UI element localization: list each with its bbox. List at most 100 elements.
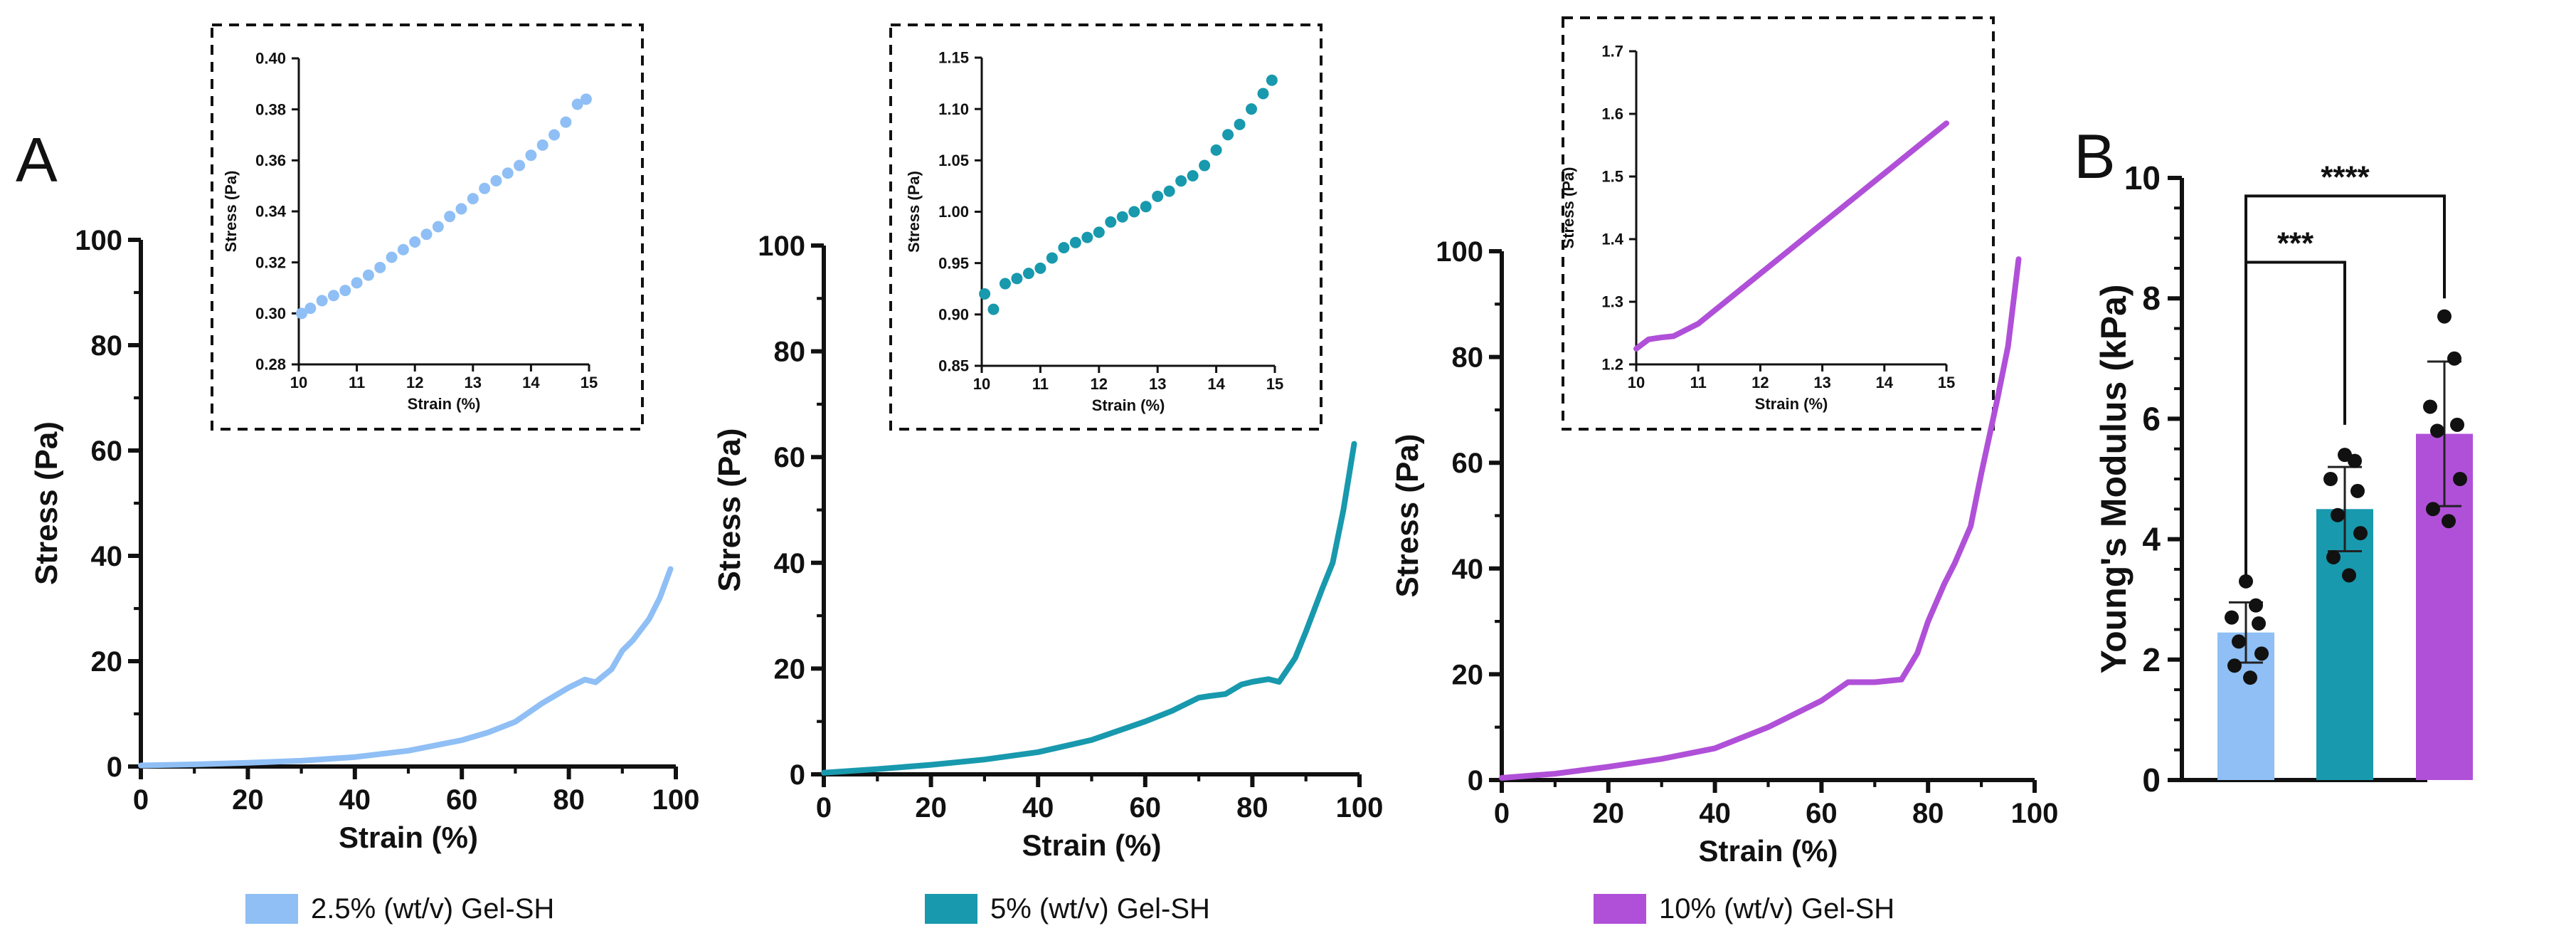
main25-series-line — [138, 566, 674, 769]
y-tick-label: 1.10 — [938, 100, 969, 118]
y-tick-label: 60 — [1452, 448, 1484, 479]
legend-item: 2.5% (wt/v) Gel-SH — [245, 893, 554, 925]
y-tick-label: 0.85 — [938, 357, 969, 375]
legend-label: 2.5% (wt/v) Gel-SH — [311, 893, 554, 925]
y-tick-label: 8 — [2142, 280, 2161, 317]
legend-swatch — [245, 894, 298, 924]
y-tick-label: 0 — [2142, 762, 2161, 799]
x-tick-label: 60 — [1806, 798, 1838, 829]
inset5-data-point — [1246, 103, 1258, 115]
panel-label-a: A — [16, 125, 58, 195]
x-tick-label: 80 — [553, 784, 585, 816]
y-tick-label: 6 — [2142, 400, 2161, 437]
replicate-point — [2342, 568, 2356, 583]
inset25-data-point — [525, 149, 537, 162]
x-tick-label: 100 — [1336, 792, 1384, 823]
x-tick-label: 10 — [973, 375, 990, 393]
inset10-series-line — [1633, 120, 1949, 352]
inset5-data-point — [1116, 211, 1128, 223]
legend-label: 10% (wt/v) Gel-SH — [1659, 893, 1894, 925]
inset5-data-point — [1163, 185, 1175, 197]
y-tick-label: 1.3 — [1601, 293, 1623, 311]
inset5-data-point — [999, 278, 1011, 290]
inset25-data-point — [490, 175, 502, 186]
inset5-data-point — [1199, 159, 1211, 172]
inset25-data-point — [479, 182, 491, 194]
replicate-point — [2348, 453, 2362, 468]
x-tick-label: 12 — [1091, 375, 1108, 393]
y-axis-label: Stress (Pa) — [905, 171, 923, 253]
replicate-point — [2423, 399, 2437, 414]
replicate-point — [2225, 610, 2239, 625]
inset25-data-point — [514, 159, 526, 172]
x-axis-label: Strain (%) — [408, 395, 481, 413]
y-tick-label: 80 — [1452, 342, 1484, 374]
inset5-data-point — [1257, 88, 1269, 100]
bar — [2316, 509, 2373, 780]
replicate-point — [2254, 646, 2269, 661]
x-tick-label: 60 — [1130, 792, 1162, 823]
x-tick-label: 40 — [1022, 792, 1054, 823]
main10-series-line — [1499, 256, 2022, 781]
y-tick-label: 0.28 — [255, 356, 286, 374]
replicate-point — [2326, 549, 2341, 564]
inset5-data-point — [1058, 242, 1070, 254]
y-tick-label: 40 — [91, 541, 123, 572]
inset5-data-point — [1266, 74, 1278, 86]
x-tick-label: 15 — [1938, 374, 1955, 391]
y-axis-label: Stress (Pa) — [29, 421, 64, 585]
inset25-data-point — [560, 116, 572, 128]
y-tick-label: 0.38 — [255, 100, 286, 118]
y-tick-label: 1.5 — [1601, 168, 1623, 186]
replicate-point — [2350, 483, 2365, 498]
y-tick-label: 80 — [774, 337, 806, 368]
y-tick-label: 0 — [107, 752, 122, 783]
inset25-data-point — [467, 193, 479, 205]
inset5-data-point — [1034, 262, 1046, 274]
y-tick-label: 0.40 — [255, 50, 286, 68]
main10-plot: 0 20 40 60 80 100 0 20 40 60 80 100 Strain (%) Stress… — [1390, 236, 2058, 868]
x-tick-label: 11 — [349, 374, 365, 391]
x-tick-label: 13 — [1813, 374, 1830, 391]
inset5-data-point — [1140, 201, 1152, 213]
inset25-data-point — [316, 295, 328, 307]
x-tick-label: 10 — [290, 374, 307, 391]
y-tick-label: 100 — [75, 225, 122, 256]
replicate-point — [2450, 417, 2464, 432]
y-tick-label: 0 — [1468, 765, 1483, 796]
inset5-data-point — [1222, 129, 1234, 141]
inset25-data-point — [374, 261, 386, 273]
x-tick-label: 100 — [2011, 798, 2059, 829]
inset5-data-point — [1093, 226, 1105, 238]
y-tick-label: 100 — [758, 231, 805, 262]
x-tick-label: 40 — [1699, 798, 1731, 829]
x-tick-label: 14 — [1207, 375, 1225, 393]
main25-plot: 0 20 40 60 80 100 0 20 40 60 80 100 Strain (%) Stress… — [29, 225, 699, 854]
replicate-point — [2232, 634, 2246, 649]
x-tick-label: 0 — [133, 784, 149, 816]
replicate-point — [2243, 670, 2257, 685]
inset5-data-point — [1187, 169, 1199, 181]
main5-plot: 0 20 40 60 80 100 0 20 40 60 80 100 Strain (%) Stress… — [712, 231, 1383, 862]
x-tick-label: 12 — [406, 374, 423, 391]
inset5-data-point — [1011, 273, 1023, 285]
y-tick-label: 0.36 — [255, 152, 286, 169]
replicate-point — [2430, 423, 2444, 438]
inset5-data-point — [1234, 118, 1246, 130]
y-tick-label: 0.95 — [938, 254, 969, 272]
x-tick-label: 13 — [465, 374, 482, 391]
inset25-data-point — [571, 98, 583, 110]
y-tick-label: 20 — [91, 646, 123, 678]
inset25-data-point — [339, 285, 351, 297]
inset25-data-point — [455, 203, 467, 215]
inset5-data-point — [979, 288, 991, 300]
inset5-data-point — [1022, 268, 1034, 280]
replicate-point — [2426, 502, 2440, 517]
inset-frame — [211, 23, 644, 431]
x-tick-label: 20 — [1593, 798, 1625, 829]
y-axis-label: Stress (Pa) — [712, 428, 747, 592]
y-axis-label: Stress (Pa) — [1559, 167, 1577, 249]
inset25-data-point — [327, 290, 339, 302]
replicate-point — [2252, 616, 2266, 631]
